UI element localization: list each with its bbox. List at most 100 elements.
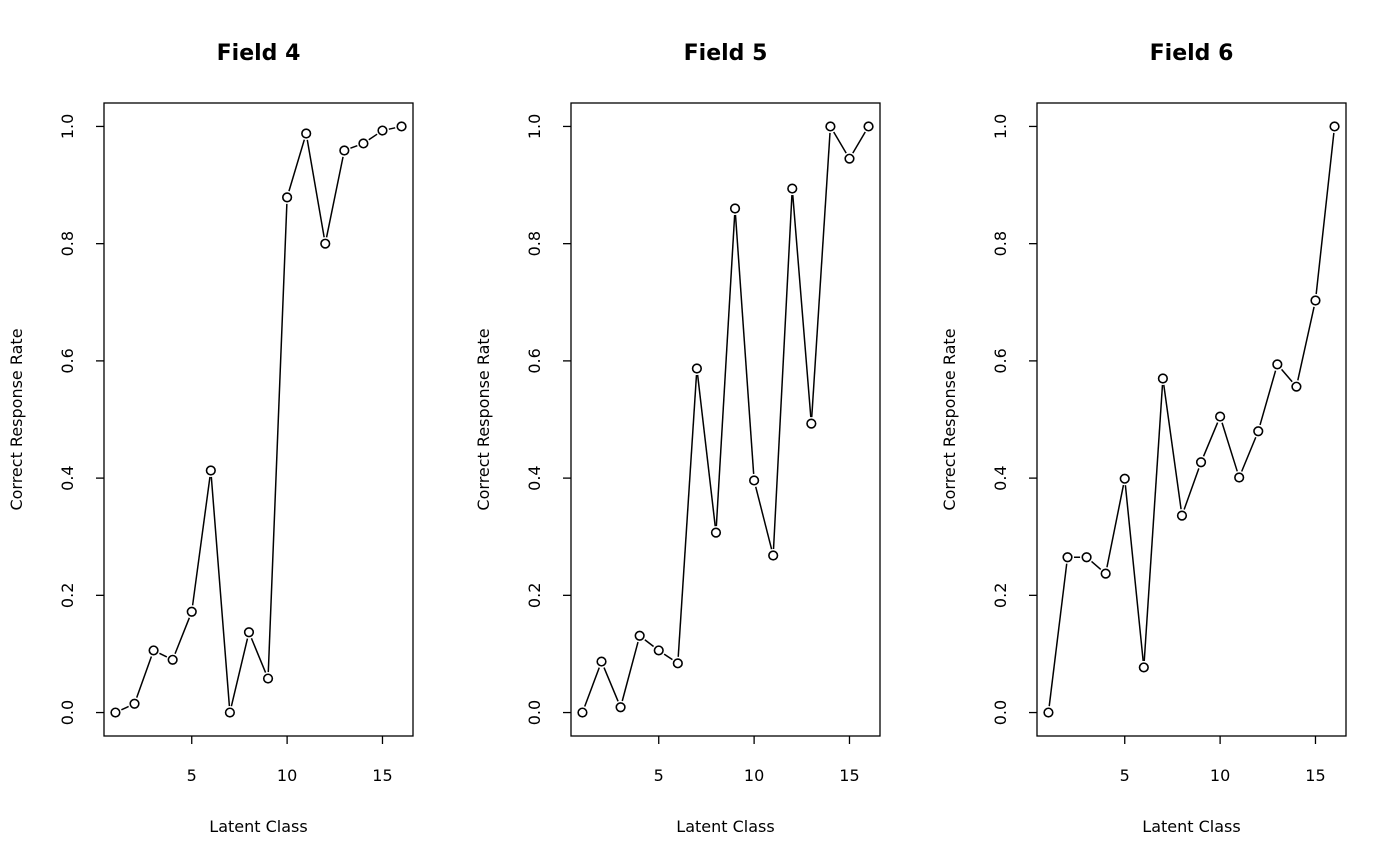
series-segment [734,214,755,475]
y-tick-label: 0.4 [58,465,77,490]
series-segment [136,656,153,698]
y-tick-label: 0.6 [525,348,544,373]
data-point [243,627,255,638]
series-segment [306,139,325,238]
y-tick-label: 1.0 [991,114,1010,139]
data-point [749,475,760,486]
series-segment [230,638,249,707]
y-tick-label: 0.4 [991,465,1010,490]
data-point [1215,411,1226,422]
data-point [1100,568,1111,579]
plot-frame [1036,102,1347,737]
x-tick-label: 5 [187,766,197,785]
x-tick-label: 10 [744,766,764,785]
plot-frame [570,102,881,737]
y-tick-label: 0.8 [991,231,1010,256]
data-point [358,138,369,149]
data-point [787,183,798,194]
x-tick-label: 5 [1120,766,1130,785]
y-tick-label: 0.2 [525,583,544,608]
series-segment [288,139,306,192]
data-point [129,698,140,709]
series-segment [677,374,698,657]
y-tick-label: 0.8 [58,231,77,256]
series-segment [833,131,847,154]
series-segment [159,652,168,658]
series-segment [388,127,396,130]
y-tick-label: 1.0 [525,114,544,139]
data-point [577,707,588,718]
y-tick-label: 0.6 [58,348,77,373]
series-segment [121,705,129,711]
data-point [205,465,216,476]
series-segment [754,486,773,550]
data-point [825,121,836,132]
data-point [224,707,235,718]
chart-title: Field 6 [1150,41,1234,66]
data-point [262,673,274,684]
data-point [1138,662,1149,673]
y-tick-label: 0.6 [991,348,1010,373]
series-segment [696,374,716,527]
data-point [1329,121,1340,132]
data-point [1176,510,1188,521]
data-point [1062,552,1073,563]
data-point [320,238,331,249]
series-segment [1183,468,1200,510]
data-point [1195,457,1207,468]
data-point [1043,707,1054,718]
x-tick-label: 5 [654,766,664,785]
series-segment [1048,563,1068,707]
chart-title: Field 4 [217,41,301,66]
y-tick-label: 0.0 [58,700,77,725]
data-point [729,203,741,214]
panel-2: Field 5 5 10 15 0.0 0.2 0.4 0.6 0.8 1.0 Latent Cla… [474,41,881,836]
series-segment [350,144,358,149]
data-point [710,527,722,538]
data-point [1291,381,1302,392]
x-tick-label: 15 [372,766,392,785]
series-segment [210,476,231,707]
y-axis-label: Correct Response Rate [940,328,959,510]
series-segment [250,637,267,673]
data-point [377,125,388,136]
data-point [167,654,178,665]
data-point [282,192,293,203]
data-point [1272,359,1283,370]
data-point [806,418,817,429]
series-segment [191,476,211,606]
data-point [634,630,645,641]
data-point [339,145,350,156]
series-segment [811,132,831,418]
x-tick-label: 15 [1305,766,1325,785]
panel-1: Field 4 5 10 15 0.0 0.2 0.4 0.6 0.8 1.0 Latent Cla… [7,41,414,836]
series-segment [267,203,288,673]
plot-frame [103,102,414,737]
data-point [1310,295,1321,306]
data-point [596,656,607,667]
series-segment [792,194,812,418]
x-tick-label: 10 [277,766,297,785]
data-point [1253,426,1264,437]
x-axis-label: Latent Class [1142,817,1240,836]
series-segment [1315,132,1335,295]
series-segment [368,133,378,141]
series-segment [1240,436,1257,472]
data-point [396,121,407,132]
panel-3: Field 6 5 10 15 0.0 0.2 0.4 0.6 0.8 1.0 Latent Cla… [940,41,1347,836]
series-segment [1163,384,1182,510]
data-point [1119,473,1130,484]
y-tick-label: 1.0 [58,114,77,139]
series-segment [1202,422,1219,457]
series-segment [1143,384,1164,661]
series-segment [1091,560,1102,570]
series-segment [852,131,866,154]
data-point [301,128,312,139]
data-point [186,606,197,617]
y-tick-label: 0.2 [58,583,77,608]
data-point [691,363,702,374]
series-segment [584,667,600,707]
x-tick-label: 15 [839,766,859,785]
series-segment [603,667,619,702]
